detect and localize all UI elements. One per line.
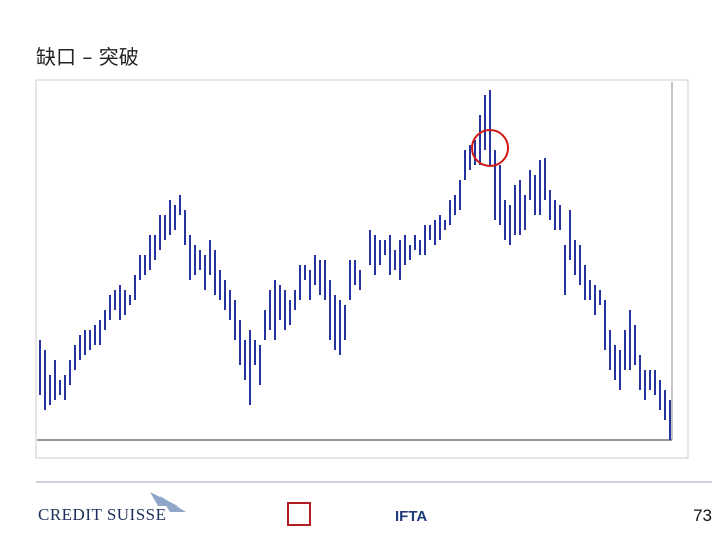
partner-logo-mark xyxy=(287,502,311,526)
gap-highlight xyxy=(471,129,509,167)
chart-frame xyxy=(35,79,689,459)
price-bars xyxy=(39,90,671,440)
brand-name: CREDIT SUISSE xyxy=(38,505,167,524)
brand-sails xyxy=(150,492,186,512)
page-number: 73 xyxy=(693,506,712,525)
slide-title: 缺口 – 突破 xyxy=(36,45,139,69)
partner-name: IFTA xyxy=(395,508,427,525)
chart-image xyxy=(35,79,689,459)
